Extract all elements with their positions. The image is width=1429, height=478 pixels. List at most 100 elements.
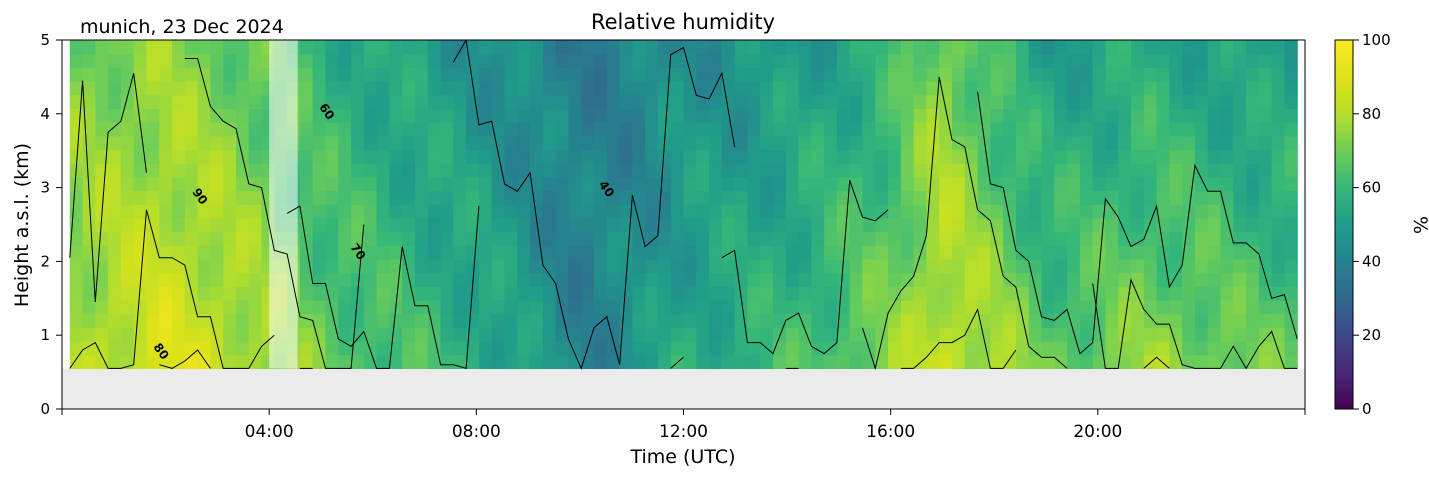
heatmap-cell [1169, 354, 1183, 370]
y-tick-label: 4 [40, 105, 50, 123]
heatmap-cell [351, 53, 365, 68]
heatmap-cell [1271, 149, 1286, 164]
heatmap-cell [338, 231, 352, 246]
heatmap-cell [888, 286, 902, 301]
heatmap-cell [1143, 231, 1158, 246]
heatmap-cell [1284, 313, 1298, 328]
x-tick-label: 20:00 [1073, 422, 1122, 442]
heatmap-cell [696, 190, 710, 205]
heatmap-cell [593, 217, 608, 233]
heatmap-cell [721, 341, 736, 356]
heatmap-cell [1041, 327, 1055, 342]
heatmap-cell [593, 231, 608, 246]
heatmap-cell [1054, 163, 1068, 178]
heatmap-cell [210, 327, 224, 342]
heatmap-cell [351, 327, 365, 342]
heatmap-cell [888, 327, 902, 342]
heatmap-cell [1258, 176, 1273, 192]
heatmap-cell [1067, 108, 1081, 123]
heatmap-cell [530, 341, 544, 356]
heatmap-cell [172, 272, 186, 287]
heatmap-cell [453, 299, 467, 315]
heatmap-cell [798, 40, 812, 55]
heatmap-cell [824, 135, 838, 151]
heatmap-cell [977, 176, 991, 192]
heatmap-cell [696, 272, 710, 287]
heatmap-cell [926, 53, 940, 68]
heatmap-cell [530, 53, 544, 68]
heatmap-cell [1246, 176, 1260, 192]
heatmap-cell [325, 258, 339, 274]
heatmap-cell [1118, 299, 1132, 315]
heatmap-cell [785, 217, 800, 233]
heatmap-cell [542, 299, 557, 315]
heatmap-cell [1105, 122, 1119, 137]
heatmap-cell [453, 272, 467, 287]
heatmap-cell [1246, 67, 1260, 82]
heatmap-cell [798, 190, 812, 205]
heatmap-cell [849, 135, 864, 151]
heatmap-cell [1054, 217, 1068, 233]
heatmap-cell [1079, 272, 1094, 287]
heatmap-cell [593, 258, 608, 274]
heatmap-cell [402, 204, 416, 219]
heatmap-cell [875, 245, 889, 260]
heatmap-cell [299, 149, 314, 164]
heatmap-cell [1207, 135, 1222, 151]
heatmap-cell [568, 272, 582, 287]
heatmap-cell [478, 163, 493, 178]
heatmap-cell [683, 204, 697, 219]
heatmap-cell [363, 299, 378, 315]
heatmap-cell [926, 190, 940, 205]
heatmap-cell [402, 354, 416, 370]
heatmap-cell [210, 217, 224, 233]
heatmap-cell [1182, 327, 1196, 342]
heatmap-cell [619, 258, 633, 274]
heatmap-cell [1092, 190, 1107, 205]
heatmap-cell [389, 286, 403, 301]
heatmap-cell [1246, 245, 1260, 260]
heatmap-cell [709, 176, 723, 192]
heatmap-cell [952, 272, 966, 287]
heatmap-cell [696, 108, 710, 123]
heatmap-cell [670, 217, 685, 233]
heatmap-cell [721, 245, 736, 260]
heatmap-cell [606, 258, 621, 274]
heatmap-cell [709, 53, 723, 68]
heatmap-cell [210, 245, 224, 260]
heatmap-cell [798, 286, 812, 301]
heatmap-cell [402, 217, 416, 233]
heatmap-cell [888, 313, 902, 328]
heatmap-cell [849, 286, 864, 301]
heatmap-cell [491, 299, 506, 315]
heatmap-cell [402, 122, 416, 137]
heatmap-cell [197, 313, 212, 328]
heatmap-cell [530, 163, 544, 178]
heatmap-cell [1194, 272, 1209, 287]
heatmap-cell [1003, 176, 1017, 192]
heatmap-cell [952, 258, 966, 274]
heatmap-cell [95, 299, 109, 315]
heatmap-cell [1233, 327, 1247, 342]
heatmap-cell [824, 231, 838, 246]
heatmap-cell [120, 286, 135, 301]
heatmap-cell [440, 190, 454, 205]
heatmap-cell [1271, 94, 1286, 110]
heatmap-cell [363, 217, 378, 233]
heatmap-cell [427, 94, 442, 110]
heatmap-cell [657, 341, 672, 356]
heatmap-cell [1079, 176, 1094, 192]
heatmap-cell [709, 217, 723, 233]
heatmap-cell [197, 245, 212, 260]
heatmap-cell [1041, 204, 1055, 219]
heatmap-cell [632, 149, 646, 164]
heatmap-cell [1067, 190, 1081, 205]
heatmap-cell [555, 135, 570, 151]
heatmap-cell [146, 135, 160, 151]
heatmap-cell [734, 81, 749, 96]
heatmap-cell [1284, 354, 1298, 370]
heatmap-cell [926, 354, 940, 370]
heatmap-cell [338, 94, 352, 110]
heatmap-cell [312, 81, 327, 96]
